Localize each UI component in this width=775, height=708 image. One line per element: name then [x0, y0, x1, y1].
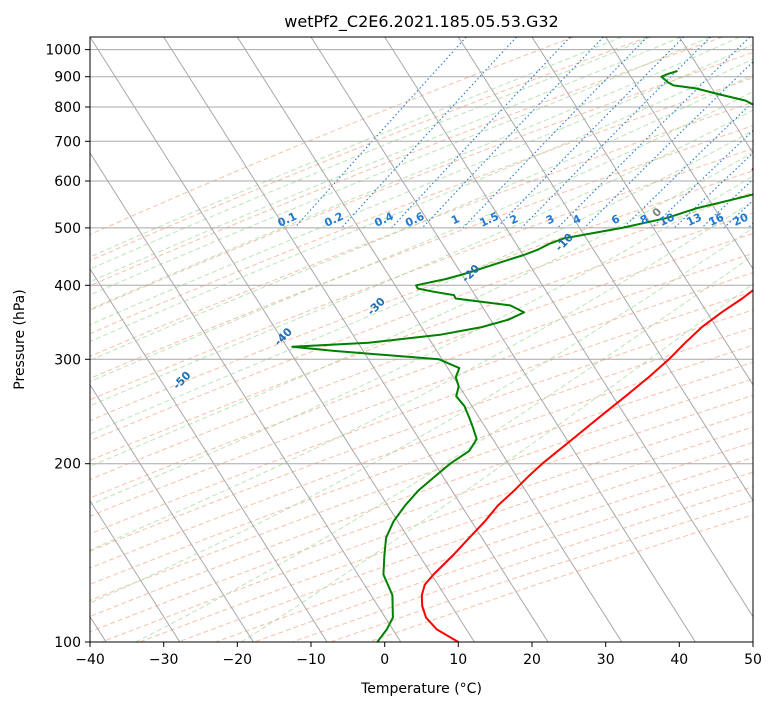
- y-tick-label: 300: [54, 352, 81, 368]
- moist-adiabat-line: [90, 58, 753, 343]
- mixing-ratio-label: 13: [685, 211, 704, 229]
- y-axis-label: Pressure (hPa): [12, 289, 28, 389]
- dry-adiabat-line: [90, 51, 753, 311]
- mixing-ratio-line: [421, 37, 604, 229]
- moist-adiabat-line: [90, 37, 740, 310]
- dry-adiabat-line: [90, 170, 753, 422]
- y-tick-label: 600: [54, 174, 81, 190]
- mixing-ratio-line: [294, 37, 467, 229]
- x-tick-label: −20: [223, 652, 253, 668]
- dry-adiabat-line: [90, 378, 753, 617]
- moist-adiabat-line: [90, 37, 711, 296]
- moist-adiabat-line: [90, 43, 753, 326]
- mixing-ratio-line: [341, 37, 517, 229]
- dry-adiabat-line: [90, 125, 753, 379]
- x-tick-label: 30: [597, 652, 615, 668]
- moist-adiabat-line: [90, 151, 753, 468]
- moist-adiabat-line: [90, 200, 753, 551]
- x-tick-label: 0: [380, 652, 389, 668]
- y-tick-label: 100: [54, 635, 81, 651]
- isotherm-gridline: [678, 37, 753, 154]
- x-tick-label: −10: [296, 652, 326, 668]
- moist-adiabat-line: [90, 37, 622, 258]
- dry-adiabat-line: [90, 394, 753, 633]
- y-tick-label: 400: [54, 278, 81, 294]
- mixing-ratio-line: [701, 178, 753, 229]
- mixing-ratio-line: [391, 37, 571, 229]
- dry-adiabat-line: [90, 37, 723, 287]
- dry-adiabat-line: [90, 309, 753, 552]
- y-tick-label: 900: [54, 70, 81, 86]
- moist-adiabat-line: [90, 37, 681, 283]
- x-axis-label: Temperature (°C): [360, 681, 482, 697]
- x-tick-label: 50: [744, 652, 762, 668]
- isotherm-gridline: [90, 499, 181, 642]
- mixing-ratio-label: 10: [657, 210, 677, 228]
- temperature-profile-line: [420, 288, 753, 642]
- dry-adiabat-line: [90, 37, 649, 262]
- y-tick-label: 200: [54, 457, 81, 473]
- moist-adiabat-line: [90, 91, 753, 383]
- mixing-ratio-line: [583, 61, 753, 229]
- y-tick-label: 1000: [45, 43, 81, 59]
- isotherm-gridline: [90, 383, 254, 642]
- plot-frame: [89, 36, 754, 643]
- mixing-ratio-line: [462, 37, 648, 229]
- isotherm-gridline: [163, 37, 549, 642]
- moist-adiabat-line: [90, 109, 753, 407]
- dry-adiabat-line: [90, 327, 753, 569]
- dry-adiabat-line: [90, 344, 753, 585]
- x-tick-label: 20: [523, 652, 541, 668]
- dry-adiabat-line: [90, 361, 753, 602]
- dry-adiabats: [90, 37, 753, 642]
- y-tick-label: 800: [54, 100, 81, 116]
- x-tick-label: 10: [449, 652, 467, 668]
- sounding-series: [291, 70, 753, 642]
- x-axis-ticks: −40 −30 −20 −10 0 10 20 30 40 50: [75, 642, 762, 668]
- dry-adiabat-line: [90, 77, 753, 335]
- x-tick-label: −30: [149, 652, 179, 668]
- dewpoint-profile-line: [291, 70, 753, 642]
- mixing-ratio-line: [622, 100, 753, 229]
- y-tick-label: 700: [54, 134, 81, 150]
- moist-adiabat-line: [90, 74, 753, 361]
- isotherm-gridline: [90, 152, 402, 642]
- y-tick-label: 500: [54, 221, 81, 237]
- x-tick-label: −40: [75, 652, 105, 668]
- chart-title: wetPf2_C2E6.2021.185.05.53.G32: [284, 12, 558, 32]
- moist-adiabat-line: [90, 129, 753, 435]
- mixing-ratio-label: 16: [707, 210, 727, 228]
- moist-adiabat-line: [90, 37, 652, 270]
- mixing-ratio-line: [496, 37, 685, 229]
- mixing-ratio-label: 20: [731, 210, 751, 228]
- grid: [90, 37, 753, 642]
- isotherm-gridline: [605, 37, 753, 270]
- isotherm-gridline: [457, 37, 753, 502]
- isotherm-gridline: [236, 37, 623, 642]
- y-axis-ticks: 100 200 300 400 500 600 700 800 900 1000: [45, 43, 90, 651]
- mixing-ratio-line: [521, 37, 711, 229]
- mixing-ratio-lines: [294, 37, 753, 229]
- dry-adiabat-line: [90, 147, 753, 401]
- moist-adiabats: [90, 37, 753, 642]
- isotherm-gridline: [310, 37, 696, 642]
- isotherm-gridline: [384, 37, 753, 618]
- isotherm-gridline: [90, 267, 328, 642]
- isotherm-label: 10: [749, 158, 769, 178]
- isotherm-gridline: [531, 37, 753, 386]
- isotherm-gridline: [90, 37, 475, 642]
- x-tick-label: 40: [670, 652, 688, 668]
